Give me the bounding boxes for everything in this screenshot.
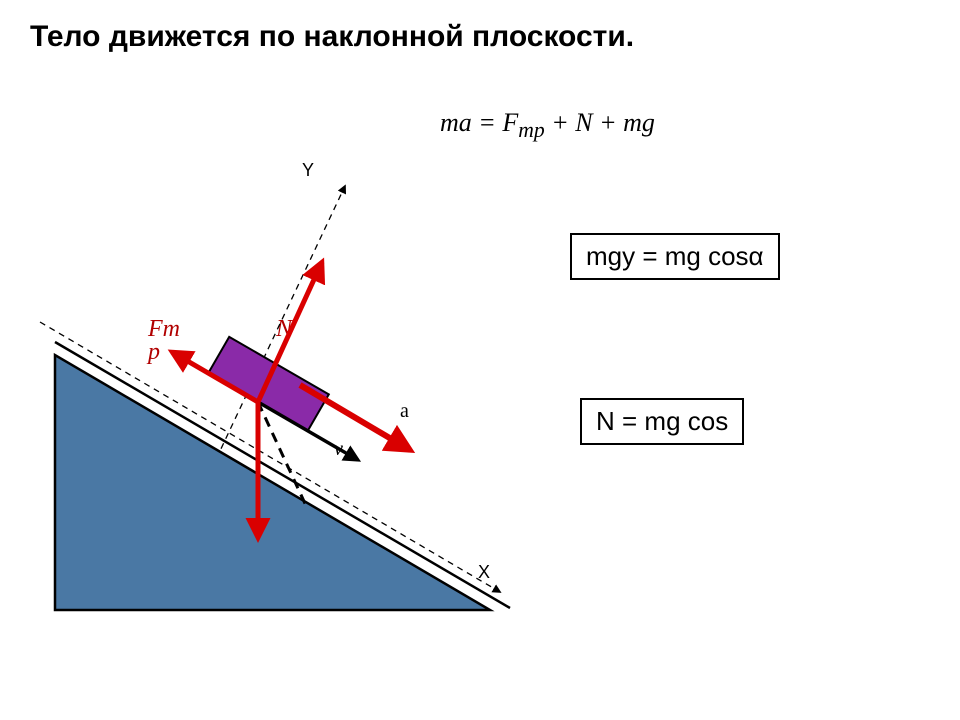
physics-diagram xyxy=(0,0,960,720)
